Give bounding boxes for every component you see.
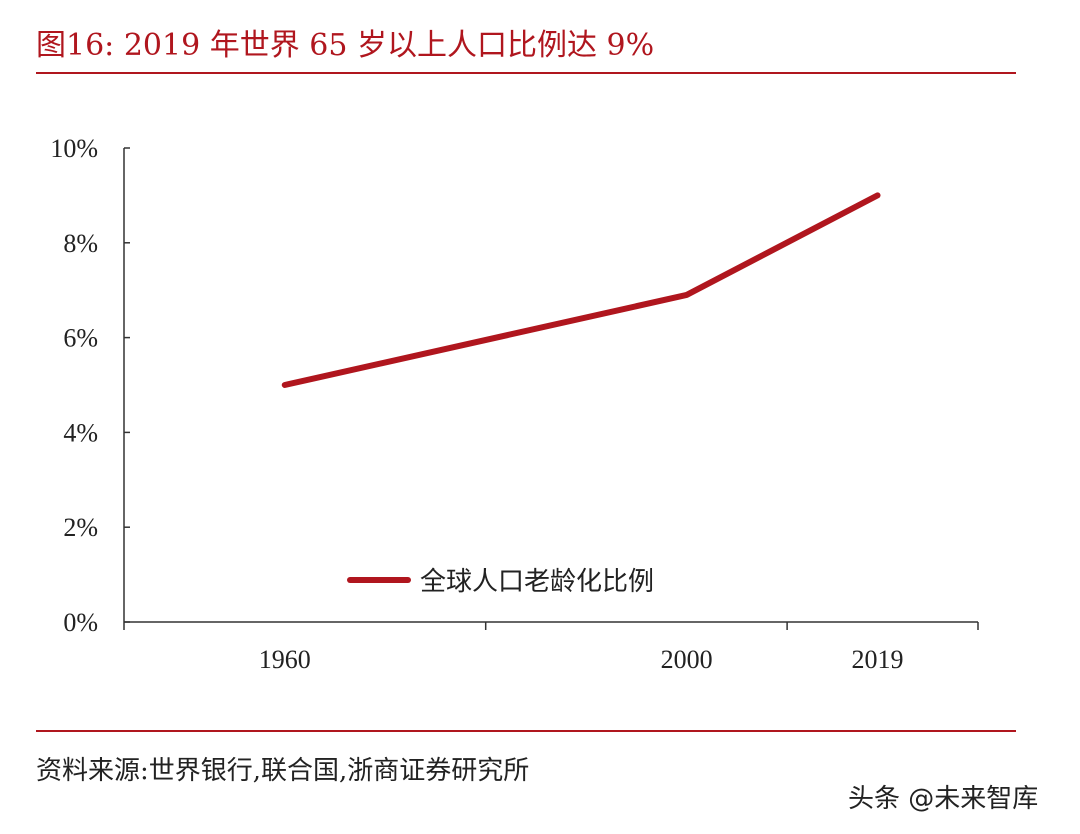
watermark: 头条 @未来智库	[848, 784, 1039, 814]
legend: 全球人口老龄化比例	[347, 567, 654, 597]
y-tick-label: 8%	[63, 229, 98, 258]
x-tick-label: 2000	[661, 645, 713, 674]
x-tick-label: 2019	[852, 645, 904, 674]
title-divider	[36, 72, 1016, 74]
source-note: 资料来源:世界银行,联合国,浙商证券研究所	[36, 756, 530, 786]
chart-title: 图16: 2019 年世界 65 岁以上人口比例达 9%	[36, 28, 655, 63]
y-tick-label: 4%	[63, 418, 98, 447]
y-tick-label: 10%	[50, 134, 98, 163]
y-tick-label: 0%	[63, 608, 98, 637]
legend-label: 全球人口老龄化比例	[420, 567, 654, 597]
y-tick-label: 2%	[63, 513, 98, 542]
line-chart: 0% 2% 4% 6% 8% 10% 1960 2000 2019 全球人口老龄化比例	[50, 134, 979, 674]
y-tick-label: 6%	[63, 324, 98, 353]
axes: 0% 2% 4% 6% 8% 10% 1960 2000 2019	[50, 134, 979, 674]
footer-divider	[36, 730, 1016, 732]
x-tick-label: 1960	[259, 645, 311, 674]
series-line	[281, 192, 881, 388]
series-layer	[281, 192, 881, 388]
